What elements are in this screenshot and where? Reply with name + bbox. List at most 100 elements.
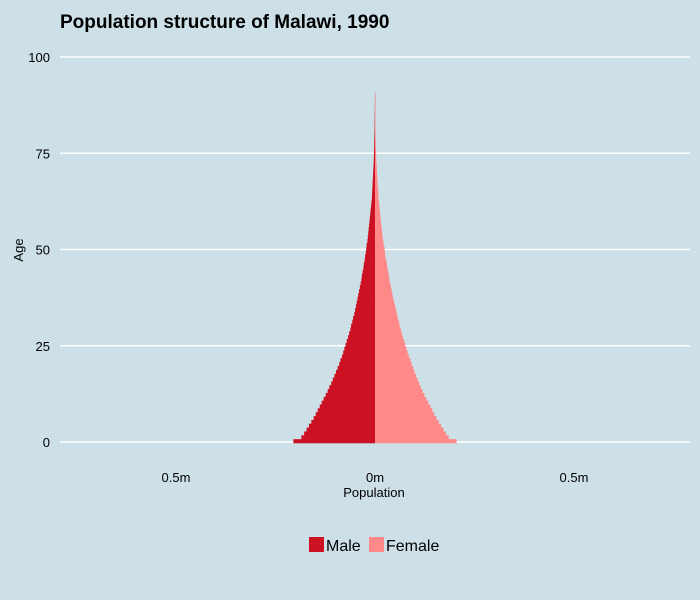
bar-female-age-75	[375, 150, 377, 155]
bar-female-age-23	[375, 350, 408, 355]
bar-female-age-65	[375, 188, 379, 194]
bar-male-age-76	[374, 146, 375, 151]
bar-male-age-31	[352, 319, 375, 324]
bar-male-age-48	[365, 254, 375, 259]
bar-female-age-0	[375, 439, 457, 444]
bar-female-age-59	[375, 212, 381, 217]
bar-male-age-27	[347, 335, 375, 340]
bar-male-age-12	[325, 392, 375, 398]
bar-male-age-62	[371, 200, 375, 205]
bar-female-age-34	[375, 308, 397, 313]
bar-female-age-3	[375, 427, 444, 432]
bar-female-age-14	[375, 385, 421, 390]
x-tick-label: 0.5m	[560, 470, 589, 485]
bar-male-age-69	[373, 173, 375, 178]
bar-female-age-42	[375, 277, 390, 282]
bar-male-age-4	[308, 423, 375, 428]
bar-male-age-37	[357, 296, 375, 301]
bar-female-age-13	[375, 389, 423, 394]
bar-male-age-40	[359, 285, 375, 290]
bar-male-age-64	[372, 192, 375, 197]
bar-female-age-22	[375, 354, 409, 359]
bar-female-age-67	[375, 181, 378, 186]
bar-male-age-80	[374, 131, 375, 136]
bar-female-age-26	[375, 339, 405, 344]
bar-male-age-23	[343, 350, 375, 355]
bar-female-age-43	[375, 273, 389, 278]
bar-female-age-24	[375, 346, 407, 351]
bar-male-age-35	[355, 304, 375, 309]
bar-male-age-61	[371, 204, 375, 209]
x-tick-label: 0m	[366, 470, 384, 485]
bar-male-age-25	[345, 342, 375, 348]
bar-female-age-56	[375, 223, 382, 228]
bar-female-age-20	[375, 362, 412, 367]
bar-male-age-6	[313, 416, 375, 421]
bar-female-age-63	[375, 196, 379, 201]
bar-male-age-68	[372, 177, 375, 182]
bar-female-age-16	[375, 377, 418, 382]
bar-female-age-12	[375, 392, 425, 398]
bar-female-age-7	[375, 412, 435, 417]
legend-swatch-female	[369, 537, 384, 552]
bar-female-age-31	[375, 319, 399, 324]
legend-label-female: Female	[386, 538, 439, 555]
bar-male-age-74	[373, 154, 375, 159]
bar-female-age-41	[375, 281, 391, 286]
x-axis-title: Population	[343, 485, 404, 500]
bar-female-age-46	[375, 262, 387, 267]
bar-female-age-51	[375, 242, 384, 247]
y-axis-ticks: 0 25 50 75 100	[28, 50, 50, 450]
bars	[293, 92, 457, 444]
bar-female-age-44	[375, 269, 389, 274]
bar-male-age-67	[372, 181, 375, 186]
bar-male-age-51	[366, 242, 375, 247]
bar-male-age-18	[335, 369, 375, 374]
bar-female-age-9	[375, 404, 431, 409]
bar-female-age-27	[375, 335, 403, 340]
bar-male-age-55	[368, 227, 375, 232]
bar-female-age-76	[375, 146, 376, 151]
bar-female-age-25	[375, 342, 406, 348]
bar-male-age-33	[354, 312, 375, 317]
bar-female-age-73	[375, 158, 377, 163]
bar-male-age-7	[315, 412, 375, 417]
bar-female-age-17	[375, 373, 416, 378]
bar-male-age-57	[369, 219, 375, 224]
bar-male-age-41	[360, 281, 375, 286]
bar-male-age-34	[355, 308, 375, 313]
bar-male-age-10	[321, 400, 375, 405]
bar-male-age-49	[365, 250, 375, 255]
bar-female-age-36	[375, 300, 395, 305]
y-tick-label: 0	[43, 435, 50, 450]
bar-male-age-79	[374, 135, 375, 140]
bar-female-age-32	[375, 315, 398, 321]
y-tick-label: 50	[36, 243, 50, 258]
bar-female-age-61	[375, 204, 380, 209]
bar-male-age-54	[368, 231, 375, 236]
bar-female-age-54	[375, 231, 383, 236]
bar-female-age-11	[375, 396, 427, 401]
bar-male-age-28	[349, 331, 375, 336]
bar-male-age-3	[306, 427, 375, 432]
bar-male-age-39	[359, 289, 375, 294]
bar-male-age-36	[356, 300, 375, 305]
y-tick-label: 25	[36, 339, 50, 354]
bar-male-age-47	[364, 258, 375, 263]
bar-female-age-78	[375, 138, 376, 143]
legend: Male Female	[309, 537, 439, 555]
bar-male-age-5	[311, 419, 375, 425]
bar-female-age-6	[375, 416, 437, 421]
bar-female-age-15	[375, 381, 420, 386]
bar-female-age-8	[375, 408, 433, 413]
bar-female-age-35	[375, 304, 396, 309]
bar-female-age-33	[375, 312, 397, 317]
bar-male-age-71	[373, 165, 375, 170]
bar-male-age-32	[353, 315, 375, 321]
bar-male-age-45	[363, 265, 375, 271]
bar-female-age-66	[375, 185, 378, 190]
bar-female-age-49	[375, 250, 385, 255]
bar-female-age-1	[375, 435, 449, 440]
y-axis-title: Age	[11, 238, 26, 261]
